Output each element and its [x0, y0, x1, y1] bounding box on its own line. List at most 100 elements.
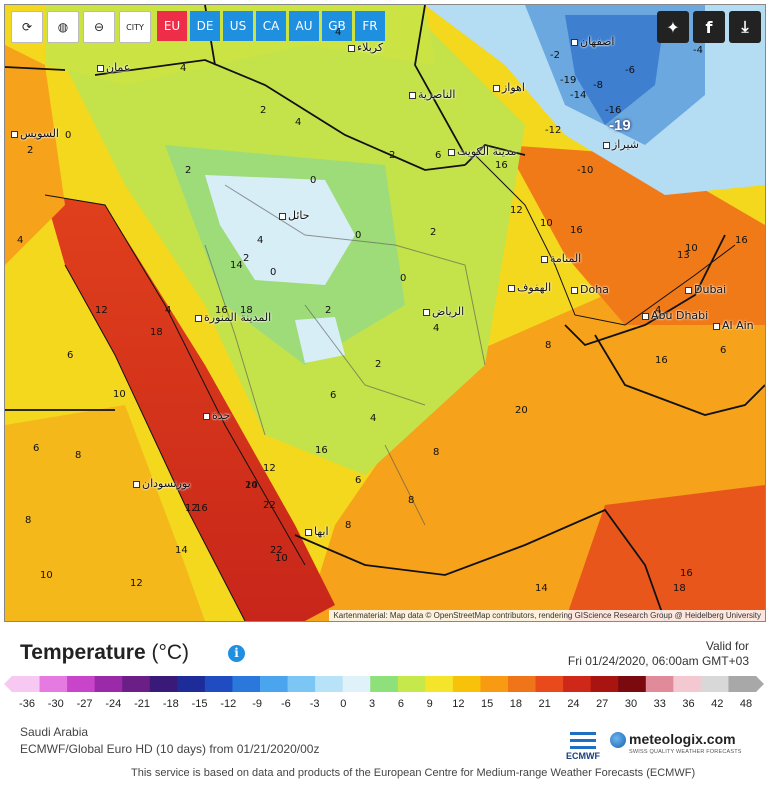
region-tab-gb[interactable]: GB: [322, 11, 352, 41]
contour-value-label: 8: [433, 447, 440, 458]
globe-button[interactable]: ◍: [47, 11, 79, 43]
contour-value-label: 22: [263, 500, 276, 511]
scale-tick-label: -6: [280, 698, 291, 710]
city-toggle-button[interactable]: CITY: [119, 11, 151, 43]
contour-value-label: 16: [195, 503, 208, 514]
color-scale-segment: [232, 676, 261, 692]
scale-tick-label: 30: [624, 698, 638, 710]
color-scale-segment: [149, 676, 178, 692]
contour-value-label: -10: [577, 165, 594, 176]
contour-value-label: 12: [95, 305, 108, 316]
contour-value-label: 2: [243, 253, 250, 264]
city-label: جدة: [203, 409, 230, 422]
color-scale-segment: [315, 676, 344, 692]
scale-tick-label: 48: [739, 698, 753, 710]
contour-value-label: 16: [495, 160, 508, 171]
color-scale-segment: [204, 676, 233, 692]
map-attribution: Kartenmaterial: Map data © OpenStreetMap…: [329, 610, 765, 621]
field-africa-north: [5, 45, 65, 265]
color-scale-segment: [590, 676, 619, 692]
contour-value-label: -16: [605, 105, 622, 116]
temperature-map[interactable]: ⟳ ◍ ⊖ CITY EU DE US CA AU GB FR ✦ f ⤓ عم…: [4, 4, 766, 622]
contour-value-label: -19: [560, 75, 577, 86]
color-scale-segment: [177, 676, 206, 692]
contour-value-label: -12: [545, 125, 562, 136]
color-scale-segment: [122, 676, 151, 692]
meteologix-logo[interactable]: meteologix.com SWISS QUALITY WEATHER FOR…: [610, 731, 742, 755]
info-icon[interactable]: i: [228, 645, 245, 662]
meteologix-globe-icon: [610, 731, 626, 748]
valid-for: Valid for Fri 01/24/2020, 06:00am GMT+03: [568, 639, 749, 669]
contour-value-label: 0: [270, 267, 277, 278]
contour-value-label: 8: [75, 450, 82, 461]
contour-value-label: 0: [310, 175, 317, 186]
contour-value-label: -6: [625, 65, 635, 76]
model-line: ECMWF/Global Euro HD (10 days) from 01/2…: [20, 742, 320, 756]
scale-tick-label: 15: [481, 698, 494, 710]
contour-value-label: 12: [185, 503, 198, 514]
contour-value-label: 2: [375, 359, 382, 370]
city-label: Dubai: [685, 283, 726, 296]
region-tab-fr[interactable]: FR: [355, 11, 385, 41]
contour-value-label: 20: [515, 405, 528, 416]
contour-value-label: -14: [570, 90, 587, 101]
contour-value-label: 2: [185, 165, 192, 176]
reload-button[interactable]: ⟳: [11, 11, 43, 43]
contour-value-label: 12: [130, 578, 143, 589]
twitter-share-button[interactable]: ✦: [657, 11, 689, 43]
city-label: المدينة المنورة: [195, 311, 271, 324]
scale-tick-label: 21: [538, 698, 551, 710]
color-scale-segment: [94, 676, 123, 692]
contour-value-label: 0: [355, 230, 362, 241]
footer-note: This service is based on data and produc…: [131, 767, 696, 779]
color-scale-segment: [673, 676, 702, 692]
color-scale-segment: [645, 676, 674, 692]
region-tab-au[interactable]: AU: [289, 11, 319, 41]
field-cold-patch: [205, 175, 355, 285]
region-tab-ca[interactable]: CA: [256, 11, 286, 41]
region-tab-de[interactable]: DE: [190, 11, 220, 41]
contour-value-label: 4: [295, 117, 302, 128]
contour-value-label: 8: [25, 515, 32, 526]
region-label: US: [229, 19, 247, 33]
contour-value-label: 2: [260, 105, 267, 116]
ecmwf-logo[interactable]: ECMWF: [566, 732, 600, 761]
contour-value-label: -4: [693, 45, 703, 56]
globe-icon: ◍: [57, 20, 69, 34]
region-tab-eu[interactable]: EU: [157, 11, 187, 41]
contour-value-label: 4: [257, 235, 264, 246]
valid-time: Fri 01/24/2020, 06:00am GMT+03: [567, 654, 749, 668]
city-label: بورتسودان: [133, 477, 191, 490]
city-label: اصفهان: [571, 35, 614, 48]
scale-tick-label: -21: [134, 698, 150, 710]
contour-value-label: 20: [245, 480, 258, 491]
city-label: الناصرية: [409, 88, 455, 101]
contour-value-label: 14: [230, 260, 243, 271]
field-africa-south: [5, 405, 205, 621]
contour-value-label: 10: [685, 243, 698, 254]
download-button[interactable]: ⤓: [729, 11, 761, 43]
contour-value-label: 2: [389, 150, 396, 161]
city-label: كربلاء: [348, 41, 383, 54]
contour-value-label: 6: [330, 390, 337, 401]
region-label: DE: [196, 19, 214, 33]
contour-value-label: -8: [593, 80, 603, 91]
location-label: Saudi Arabia: [20, 725, 89, 739]
contour-value-label: 6: [33, 443, 40, 454]
color-scale-segment: [728, 676, 757, 692]
min-temp-label: -19: [609, 117, 631, 134]
scale-tick-label: -12: [220, 698, 237, 710]
contour-value-label: 14: [535, 583, 548, 594]
scale-tick-label: 12: [452, 698, 465, 710]
contour-value-label: 4: [433, 323, 440, 334]
contour-value-label: 10: [275, 553, 288, 564]
contour-value-label: 10: [113, 389, 126, 400]
region-label: EU: [163, 19, 181, 33]
contour-value-label: 4: [180, 63, 187, 74]
contour-value-label: 13: [677, 250, 690, 261]
region-tab-us[interactable]: US: [223, 11, 253, 41]
contour-value-label: 4: [335, 27, 342, 38]
facebook-share-button[interactable]: f: [693, 11, 725, 43]
zoom-out-button[interactable]: ⊖: [83, 11, 115, 43]
city-label: اهواز: [493, 81, 525, 94]
